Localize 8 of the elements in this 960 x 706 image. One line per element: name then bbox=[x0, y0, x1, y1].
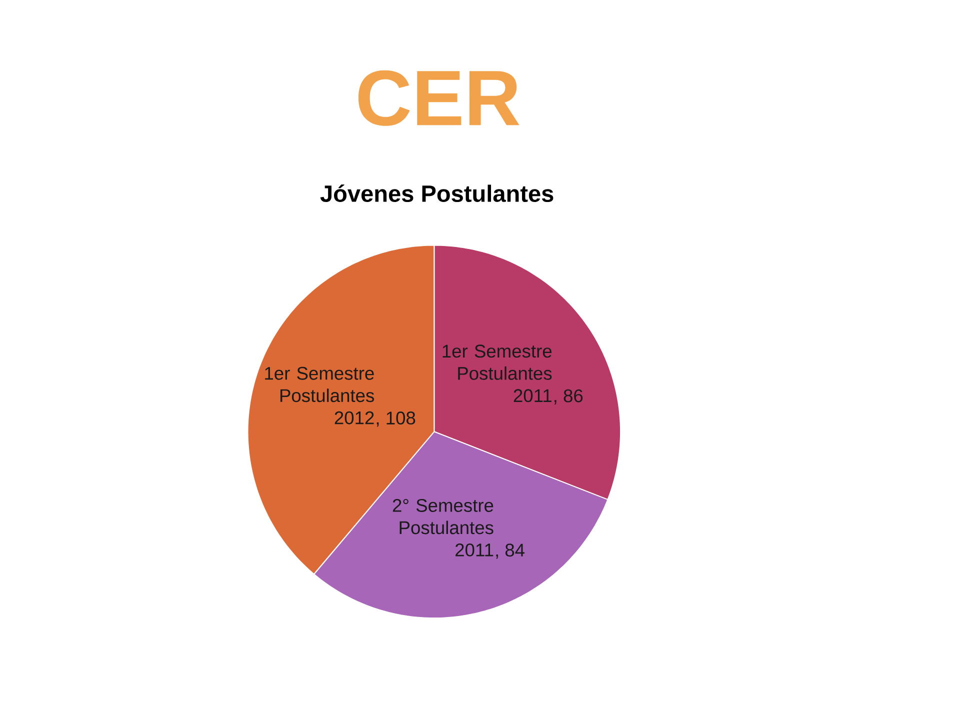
data-label: , 86 bbox=[554, 389, 583, 404]
slice-label: 1er Semestre Postulantes 2012 bbox=[265, 366, 374, 424]
data-label: , 108 bbox=[376, 411, 416, 426]
chart-subtitle: Jóvenes Postulantes bbox=[320, 184, 554, 202]
slice-label: 1er Semestre Postulantes 2011 bbox=[442, 344, 552, 402]
slice-label: 2° Semestre Postulantes 2011 bbox=[392, 498, 494, 556]
chart-title: CER bbox=[358, 70, 520, 126]
data-label: , 84 bbox=[496, 543, 524, 559]
